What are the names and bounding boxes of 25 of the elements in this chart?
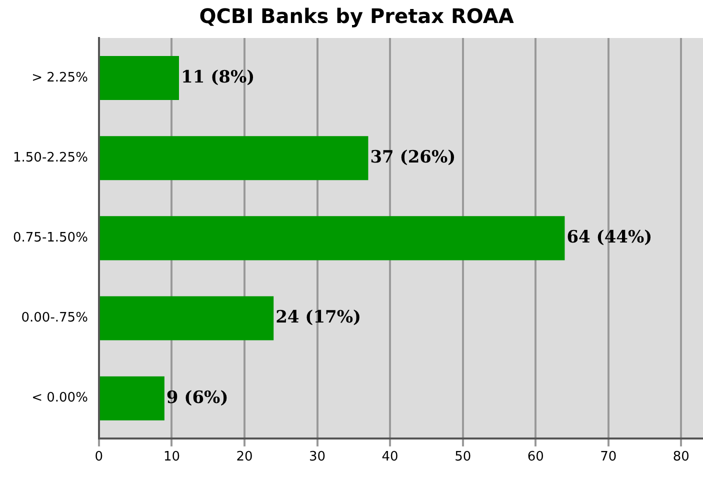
x-tick-label: 70: [600, 450, 617, 465]
x-tick-label: 80: [672, 450, 690, 465]
y-tick-label: > 2.25%: [32, 70, 88, 86]
y-tick-label: 1.50-2.25%: [12, 150, 88, 166]
chart-title: QCBI Banks by Pretax ROAA: [199, 4, 514, 28]
x-tick-label: 60: [527, 450, 544, 465]
data-label: 64 (44%): [566, 228, 652, 248]
data-label: 37 (26%): [370, 148, 456, 168]
x-tick-label: 50: [454, 450, 472, 465]
data-label: 11 (8%): [180, 67, 255, 88]
bar: [100, 56, 179, 100]
x-tick-label: 40: [382, 450, 398, 465]
data-label: 9 (6%): [166, 388, 228, 408]
bar: [100, 136, 368, 180]
y-tick-label: 0.75-1.50%: [12, 230, 88, 246]
x-tick-label: 0: [94, 450, 104, 465]
x-tick-label: 10: [163, 450, 180, 465]
bar: [100, 376, 164, 420]
bar: [100, 216, 565, 260]
y-tick-label: 0.00-.75%: [21, 310, 88, 326]
x-tick-label: 20: [236, 450, 253, 465]
x-tick-label: 30: [309, 450, 326, 465]
y-tick-label: < 0.00%: [32, 390, 88, 406]
bar: [100, 296, 274, 340]
data-label: 24 (17%): [276, 308, 362, 328]
